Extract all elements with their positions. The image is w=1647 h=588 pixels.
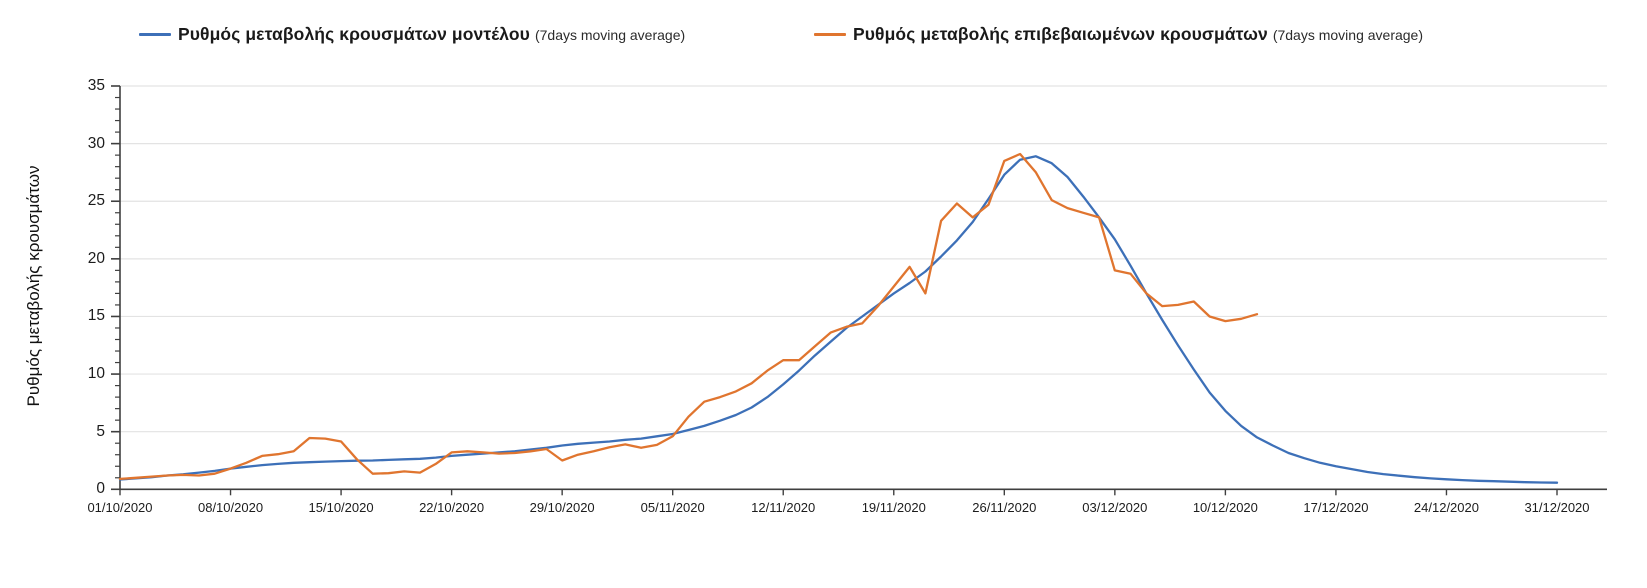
x-tick-label: 01/10/2020: [87, 500, 153, 515]
x-tick-label: 15/10/2020: [308, 500, 374, 515]
legend-item-model: Ρυθμός μεταβολής κρουσμάτων μοντέλου (7d…: [139, 24, 685, 45]
y-tick-label: 20: [87, 249, 105, 267]
legend-suffix: (7days moving average): [1272, 26, 1423, 43]
series-lines: [118, 152, 1559, 484]
legend-label: Ρυθμός μεταβολής επιβεβαιωμένων κρουσμάτ…: [853, 24, 1268, 44]
y-axis-title: Ρυθμός μεταβολής κρουσμάτων: [24, 165, 43, 407]
x-tick-label: 08/10/2020: [197, 500, 264, 515]
axes: [111, 85, 1607, 496]
y-tick-label: 15: [87, 307, 105, 325]
x-tick-label: 29/10/2020: [529, 500, 595, 515]
x-tick-label: 24/12/2020: [1413, 500, 1479, 515]
legend-item-confirmed: Ρυθμός μεταβολής επιβεβαιωμένων κρουσμάτ…: [814, 24, 1423, 45]
legend-label: Ρυθμός μεταβολής κρουσμάτων μοντέλου: [178, 24, 530, 44]
y-tick-label: 35: [87, 77, 105, 94]
gridlines: [120, 85, 1607, 433]
y-tick-label: 25: [87, 192, 105, 210]
x-tick-label: 17/12/2020: [1303, 500, 1369, 515]
y-tick-label: 0: [96, 480, 105, 498]
model-line-marker-icon: [139, 33, 171, 36]
y-tick-label: 10: [87, 365, 105, 383]
x-tick-label: 05/11/2020: [640, 500, 705, 515]
x-tick-label: 10/12/2020: [1192, 500, 1258, 515]
x-tick-label: 22/10/2020: [419, 500, 485, 515]
x-tick-label: 31/12/2020: [1524, 500, 1590, 515]
y-tick-label: 5: [96, 422, 105, 440]
legend-suffix: (7days moving average): [534, 26, 686, 43]
x-tick-label: 03/12/2020: [1082, 500, 1148, 515]
y-tick-label: 30: [87, 134, 105, 152]
x-tick-label: 19/11/2020: [861, 500, 926, 515]
x-tick-label: 12/11/2020: [751, 500, 816, 515]
confirmed-line-marker-icon: [814, 33, 846, 36]
x-tick-label: 26/11/2020: [972, 500, 1037, 515]
